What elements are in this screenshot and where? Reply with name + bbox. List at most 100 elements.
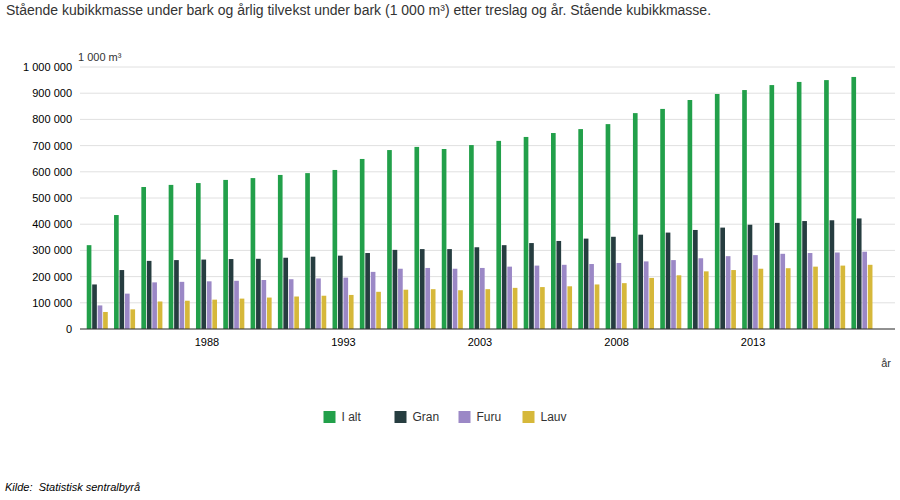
bar	[322, 296, 327, 329]
bar	[851, 77, 856, 329]
bar	[862, 252, 867, 329]
bar	[513, 288, 518, 329]
bar	[398, 269, 403, 329]
bar	[693, 230, 698, 329]
bar	[360, 159, 365, 329]
legend-label: Furu	[477, 410, 502, 424]
bar	[485, 289, 490, 329]
bar	[649, 278, 654, 329]
bar	[753, 255, 758, 329]
bar	[349, 295, 354, 329]
bar	[469, 145, 474, 329]
legend-swatch	[523, 411, 535, 423]
bar	[475, 247, 480, 329]
y-tick-label: 900 000	[32, 87, 72, 99]
bar	[540, 287, 545, 329]
bar	[666, 233, 671, 329]
bar	[283, 258, 288, 329]
bar	[141, 187, 146, 329]
bar	[393, 250, 398, 329]
bar	[567, 286, 572, 329]
bar	[830, 220, 835, 329]
legend-swatch	[395, 411, 407, 423]
bar	[589, 264, 594, 329]
bar	[748, 225, 753, 329]
bar	[524, 137, 529, 329]
bar	[840, 266, 845, 329]
bar	[234, 281, 239, 329]
bar	[868, 265, 873, 329]
y-tick-label: 0	[66, 323, 72, 335]
bar	[835, 252, 840, 329]
bar	[185, 301, 190, 329]
bar	[769, 85, 774, 329]
grid-line	[80, 329, 895, 330]
bar	[802, 221, 807, 329]
legend-label: Lauv	[541, 410, 567, 424]
bar	[644, 261, 649, 329]
bar	[595, 284, 600, 329]
bar	[742, 90, 747, 329]
bar	[240, 299, 245, 329]
bar	[671, 260, 676, 329]
bar	[578, 129, 583, 329]
bar	[180, 282, 185, 329]
bar	[158, 301, 163, 329]
bar	[201, 260, 206, 329]
x-tick-label: 1993	[331, 336, 355, 348]
bar	[125, 294, 130, 329]
bar	[458, 290, 463, 329]
bar	[278, 175, 283, 329]
bar	[256, 259, 261, 329]
bar	[262, 280, 267, 329]
bar	[617, 263, 622, 329]
bar	[431, 289, 436, 329]
bar	[414, 147, 419, 329]
bar	[759, 269, 764, 329]
bar	[316, 278, 321, 329]
y-tick-label: 400 000	[32, 218, 72, 230]
chart: Stående kubikkmasse under bark og årlig …	[0, 0, 900, 500]
y-tick-label: 1 000 000	[23, 61, 72, 73]
bar	[447, 249, 452, 329]
bar	[425, 268, 430, 329]
y-tick-label: 300 000	[32, 244, 72, 256]
bar	[720, 228, 725, 329]
bar	[731, 270, 736, 329]
bar	[660, 109, 665, 329]
x-tick-label: 2013	[741, 336, 765, 348]
bar	[267, 298, 272, 329]
bar	[333, 170, 338, 329]
bar	[677, 275, 682, 329]
bar	[114, 215, 119, 329]
bar	[584, 239, 589, 329]
bar	[371, 272, 376, 329]
bar	[120, 270, 125, 329]
bar	[622, 283, 627, 329]
bar	[797, 82, 802, 329]
bar	[813, 267, 818, 329]
bar	[556, 241, 561, 329]
title: Stående kubikkmasse under bark og årlig …	[6, 2, 711, 18]
x-tick-label: 1988	[195, 336, 219, 348]
bar	[453, 269, 458, 329]
bar	[404, 290, 409, 329]
bar	[786, 268, 791, 329]
bar	[507, 267, 512, 329]
bar	[480, 268, 485, 329]
x-tick-label: 2003	[468, 336, 492, 348]
bar	[311, 257, 316, 329]
bar	[562, 265, 567, 329]
bar	[98, 305, 103, 329]
bar	[633, 113, 638, 329]
bar	[207, 281, 212, 329]
bar	[376, 292, 381, 329]
bar	[529, 243, 534, 329]
legend-swatch	[459, 411, 471, 423]
bar	[606, 124, 611, 329]
x-tick-label: 2008	[604, 336, 628, 348]
bar	[338, 256, 343, 329]
bar	[223, 180, 228, 329]
bar	[502, 245, 507, 329]
legend-label: Gran	[413, 410, 440, 424]
